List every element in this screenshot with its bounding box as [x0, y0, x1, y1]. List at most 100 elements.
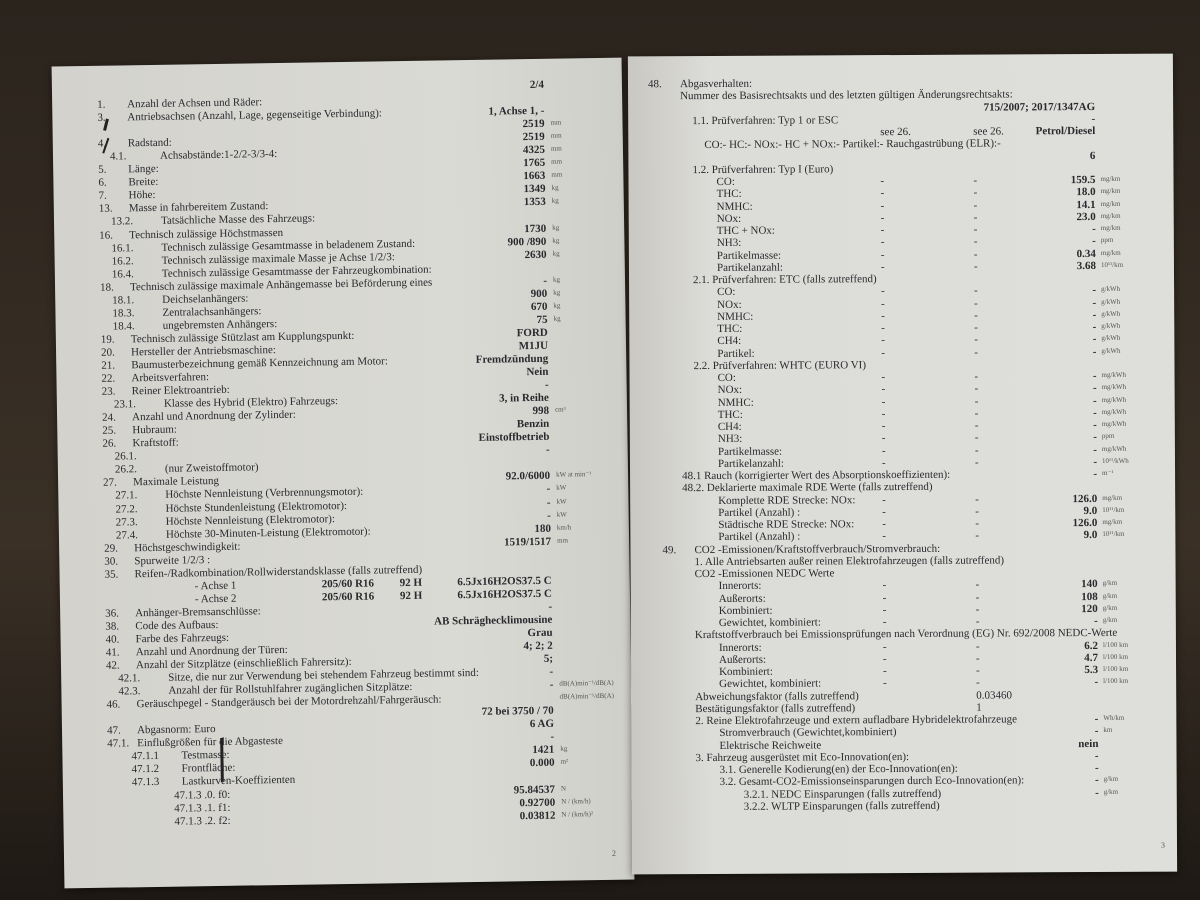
item-unit: l/100 km: [1103, 664, 1129, 673]
column-value-2: -: [974, 407, 979, 420]
left-page: 2/4 1. Anzahl der Achsen und Räder: 3. Antri…: [51, 57, 635, 889]
item-number: 47.1.3: [131, 776, 160, 789]
item-label: 1.1. Prüfverfahren: Typ 1 or ESC: [692, 114, 839, 127]
item-label: Hubraum:: [132, 423, 178, 437]
item-value: Einstoffbetrieb: [478, 431, 550, 445]
item-number: 47.1.1: [131, 750, 160, 763]
column-value-2: -: [975, 603, 980, 616]
item-unit: m²: [560, 757, 569, 767]
column-value-1: -: [880, 187, 885, 200]
item-label: Innerorts:: [718, 641, 762, 654]
item-unit: mm: [551, 170, 563, 180]
item-unit: g/km: [1103, 775, 1119, 784]
column-value-1: -: [880, 236, 885, 249]
item-label: Achsabstände:1-2/2-3/3-4:: [159, 148, 278, 163]
item-label: NMHC:: [717, 396, 754, 409]
item-label: Stromverbrauch (Gewichtet,kombiniert): [719, 726, 897, 740]
item-label: THC + NOx:: [716, 224, 775, 237]
item-number: 27.1.: [115, 489, 138, 503]
column-value-1: -: [881, 346, 886, 359]
item-unit: g/kWh: [1101, 321, 1121, 330]
item-value: 3.68: [1076, 259, 1096, 272]
item-value: Nein: [526, 365, 549, 379]
column-value-1: -: [882, 530, 887, 543]
item-unit: l/100 km: [1102, 640, 1129, 649]
item-value: 5.3: [1084, 663, 1099, 677]
item-label: CO:: [716, 175, 735, 188]
item-label: 47.1.3 .2. f2:: [174, 814, 231, 828]
item-number: 4.1.: [109, 150, 127, 163]
item-unit: kg: [551, 196, 559, 206]
item-unit: kg: [552, 236, 560, 245]
column-value-2: -: [975, 493, 979, 506]
item-value: Petrol/Diesel: [1035, 124, 1096, 138]
column-value-2: -: [976, 676, 980, 689]
item-label: Partikel (Anzahl) :: [718, 506, 801, 519]
column-value-1: -: [880, 199, 885, 212]
item-number: 42.1.: [118, 672, 141, 685]
item-unit: mm: [557, 536, 569, 545]
item-value: 126.0: [1072, 492, 1098, 505]
item-value: 92.0/6000: [505, 470, 551, 483]
item-label: Anzahl der Achsen und Räder:: [127, 96, 263, 111]
item-value: -: [546, 509, 551, 522]
item-number: 30.: [104, 555, 119, 568]
item-value: -: [543, 274, 548, 287]
item-label: Breite:: [128, 176, 159, 189]
item-unit: mg/km: [1100, 199, 1121, 208]
item-value: 0.34: [1076, 247, 1096, 260]
item-unit: g/kWh: [1101, 285, 1121, 294]
item-unit: mg/km: [1100, 211, 1121, 220]
column-value-1: -: [880, 248, 885, 261]
item-value: 2519: [522, 130, 545, 144]
item-unit: mg/kWh: [1101, 419, 1127, 428]
item-number: 40.: [105, 633, 120, 646]
item-unit: ppm: [1100, 236, 1114, 245]
column-value-2: -: [973, 211, 978, 224]
item-value: 715/2007; 2017/1347AG: [983, 100, 1096, 114]
item-unit: mg/kWh: [1101, 407, 1127, 416]
item-value: 18.0: [1076, 186, 1096, 199]
item-value: 120: [1081, 602, 1098, 615]
item-value: 75: [536, 313, 548, 326]
item-label: 3. Fahrzeug ausgerüstet mit Eco-Innovati…: [695, 750, 910, 764]
column-value-2: -: [975, 529, 980, 542]
item-value: -: [1092, 296, 1097, 309]
column-value-1: -: [881, 444, 886, 457]
item-number: 7.: [98, 190, 107, 203]
column-value-1: -: [882, 493, 886, 506]
column-value-2: see 26.: [973, 125, 1004, 138]
item-label: Partikelmasse:: [716, 249, 782, 262]
item-value: -: [1092, 235, 1096, 248]
item-value: 2/4: [529, 78, 545, 92]
item-value: 6.5Jx16H2OS37.5 C: [457, 587, 553, 602]
item-value: 1421: [532, 744, 555, 757]
item-label: ungebremsten Anhängers:: [162, 317, 278, 332]
item-value: 159.5: [1070, 173, 1096, 187]
item-unit: kg: [551, 183, 559, 193]
column-value-1: 205/60 R16: [321, 577, 375, 591]
item-label: NH3:: [716, 237, 742, 250]
item-value: -: [1092, 320, 1097, 334]
item-label: Abgasverhalten:: [679, 77, 753, 91]
item-value: 23.0: [1076, 210, 1096, 223]
item-unit: N: [560, 784, 567, 793]
item-value: Grau: [527, 626, 553, 640]
item-number: 26.1.: [114, 450, 137, 463]
item-value: -: [1094, 725, 1099, 738]
item-label: Code des Aufbaus:: [135, 618, 219, 633]
item-label: NOx:: [716, 212, 742, 225]
item-value: 6 AG: [529, 718, 555, 731]
column-value-2: -: [973, 248, 978, 261]
item-number: 29.: [104, 542, 118, 555]
item-number: 18.1.: [112, 294, 135, 307]
item-label: Anzahl und Anordnung der Türen:: [135, 643, 288, 659]
item-value: 126.0: [1072, 516, 1098, 530]
column-value-2: -: [973, 260, 978, 273]
item-number: 36.: [105, 607, 120, 620]
item-value: -: [1093, 418, 1097, 432]
item-label: Abgasnorm: Euro: [136, 723, 216, 737]
item-value: 2519: [522, 117, 545, 131]
item-label: Kraftstoff:: [132, 436, 179, 450]
item-label: Testmasse:: [181, 749, 230, 762]
